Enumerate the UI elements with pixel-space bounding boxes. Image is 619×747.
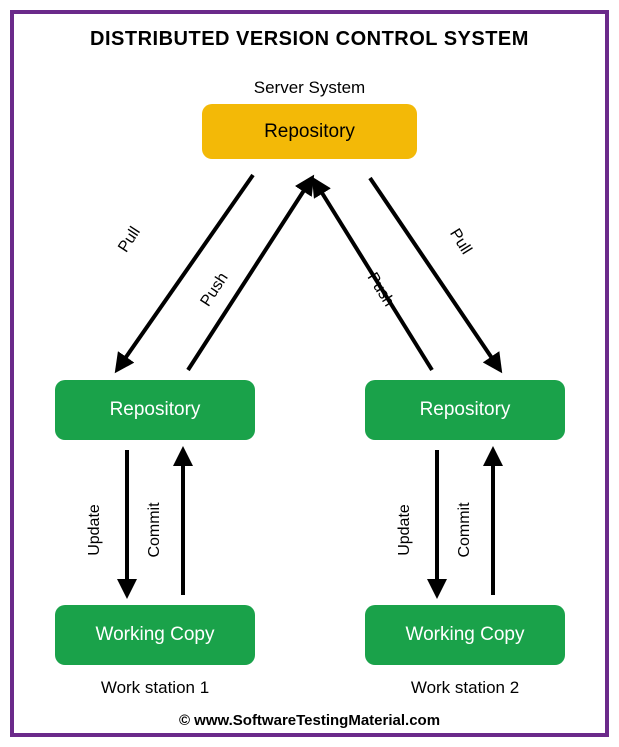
workstation-1-label: Work station 1 [55, 678, 255, 698]
edge-label: Update [396, 504, 414, 556]
repository-1-node: Repository [55, 380, 255, 440]
repository-2-node: Repository [365, 380, 565, 440]
node-label: Working Copy [406, 624, 525, 646]
edge-label: Commit [456, 502, 474, 557]
server-repository-node: Repository [202, 104, 417, 159]
edge-label: Update [86, 504, 104, 556]
footer-credit: © www.SoftwareTestingMaterial.com [0, 712, 619, 729]
working-copy-2-node: Working Copy [365, 605, 565, 665]
diagram-title: DISTRIBUTED VERSION CONTROL SYSTEM [0, 28, 619, 51]
node-label: Repository [420, 399, 511, 421]
node-label: Working Copy [96, 624, 215, 646]
edge-label: Commit [146, 502, 164, 557]
working-copy-1-node: Working Copy [55, 605, 255, 665]
node-label: Repository [110, 399, 201, 421]
workstation-2-label: Work station 2 [365, 678, 565, 698]
server-system-label: Server System [0, 78, 619, 98]
node-label: Repository [264, 121, 355, 143]
